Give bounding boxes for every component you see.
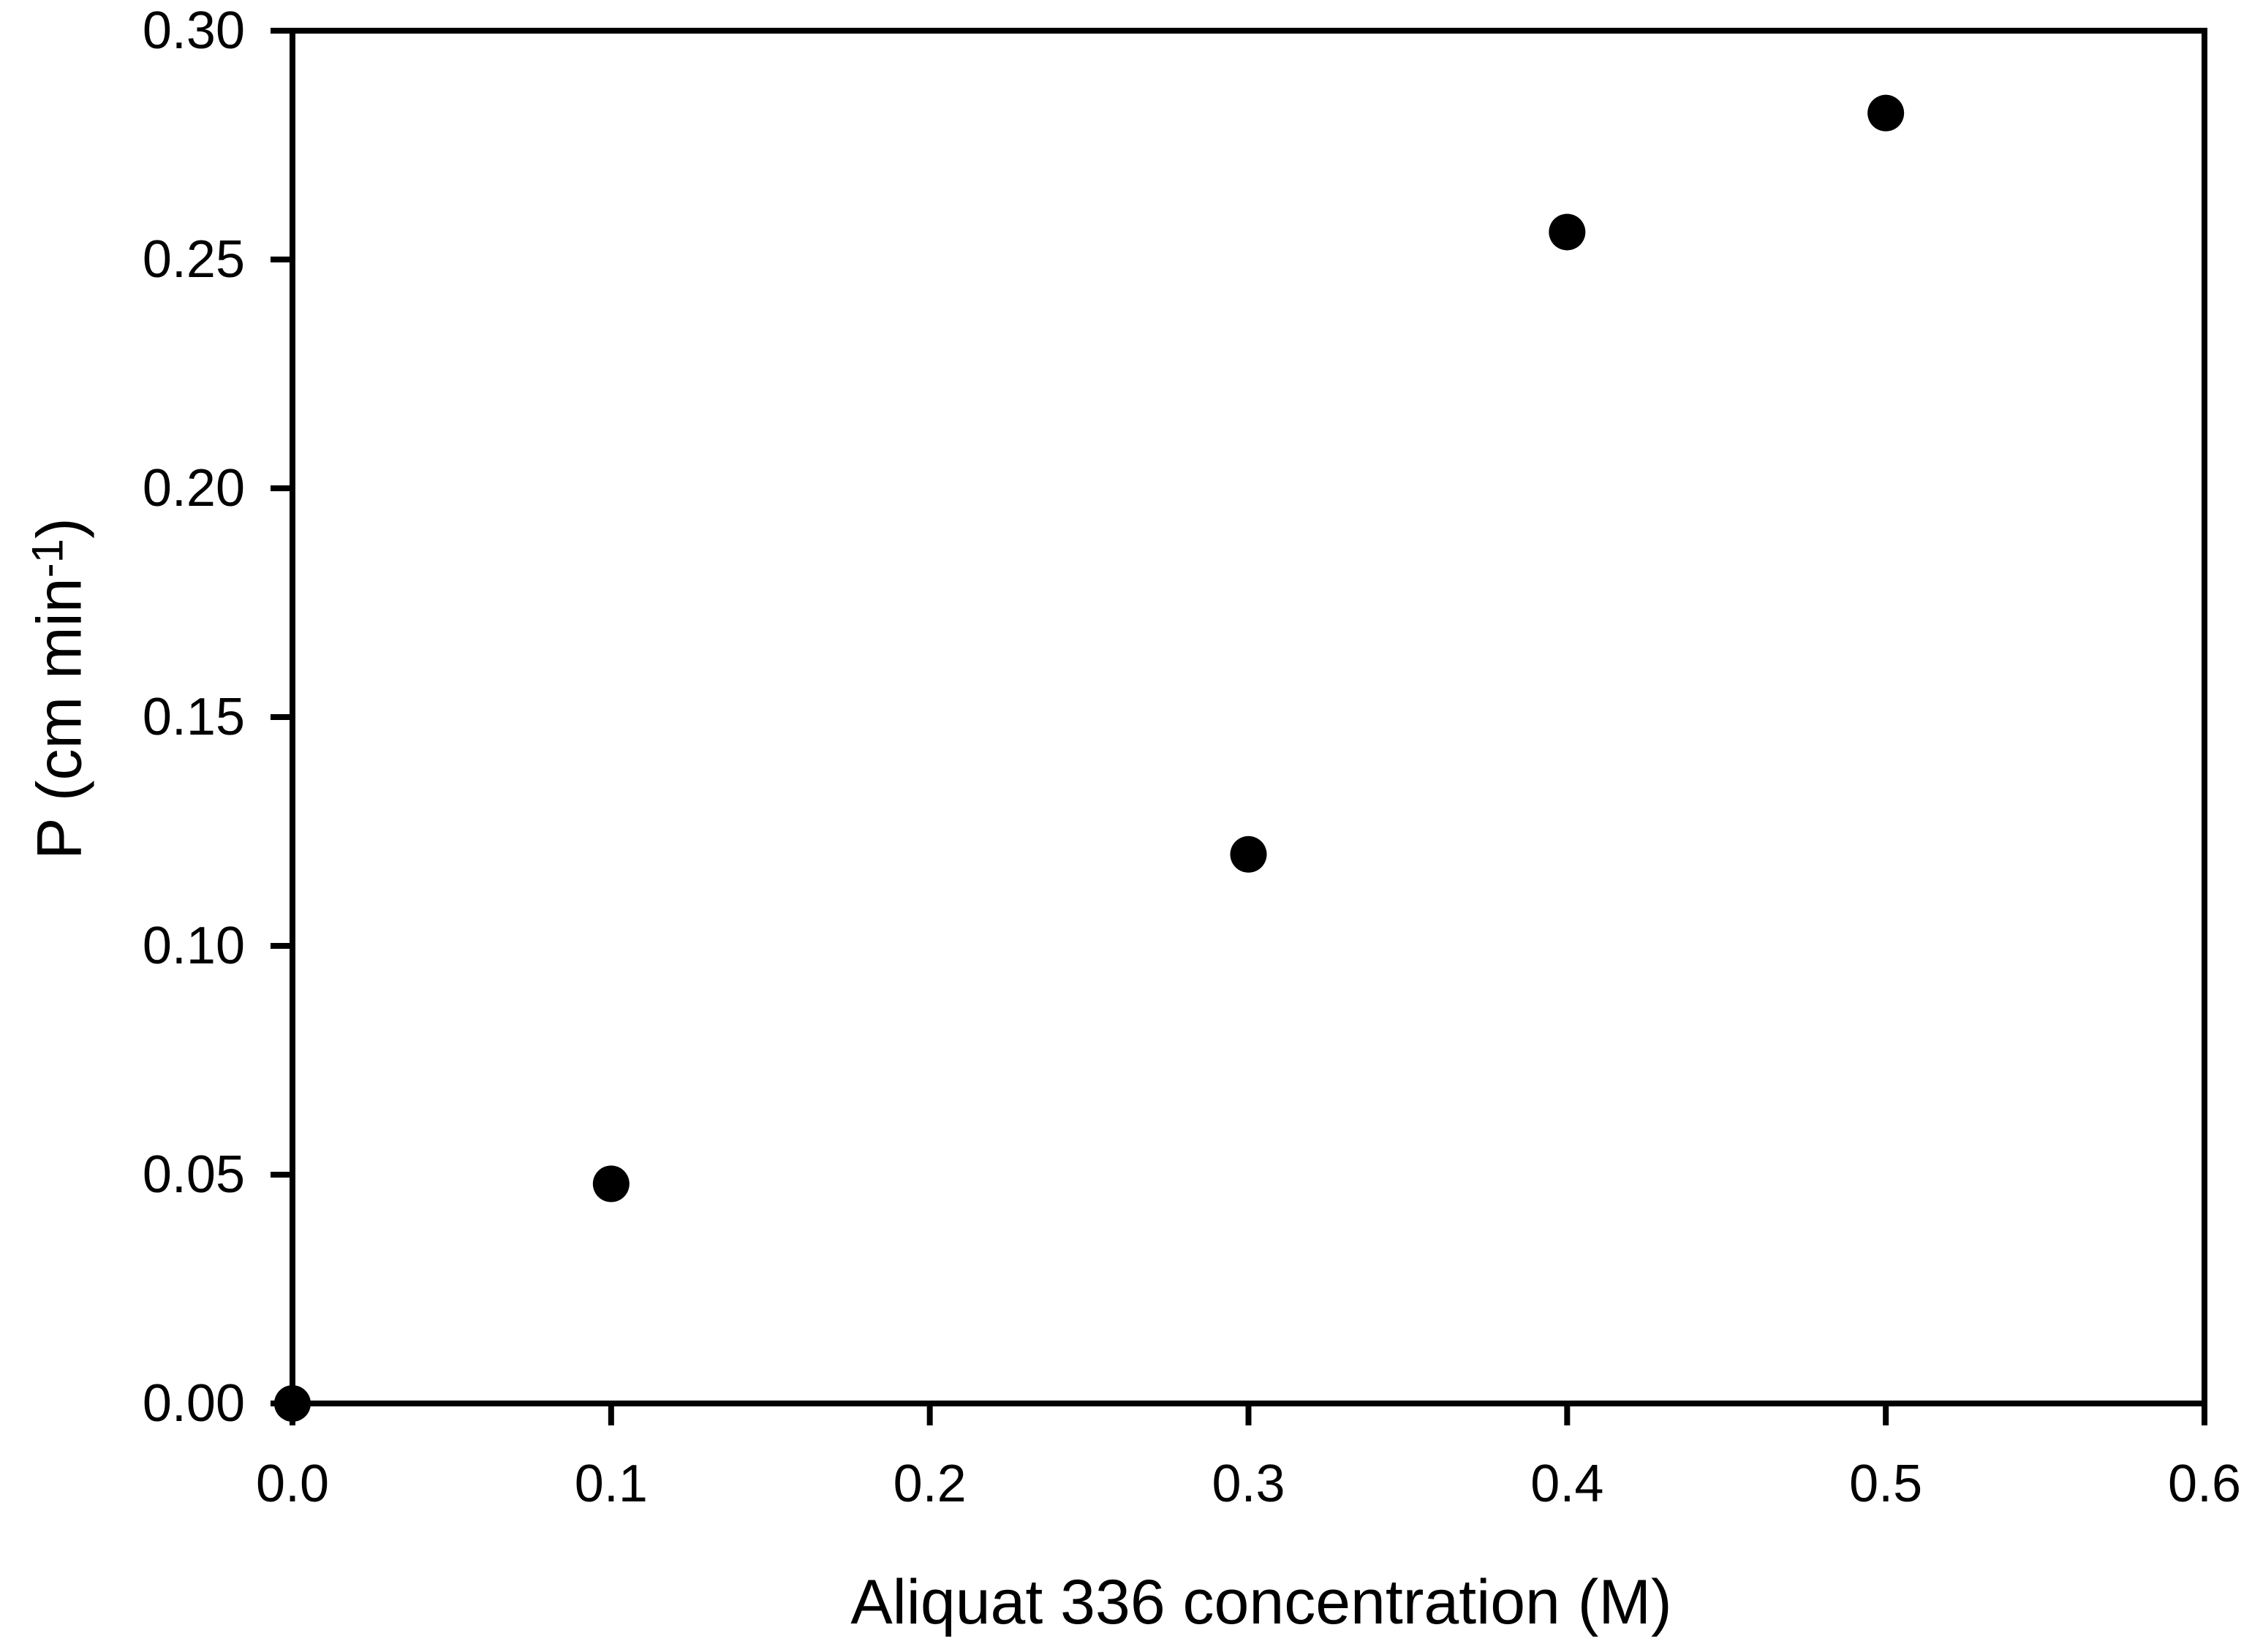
data-point	[274, 1385, 311, 1422]
y-tick-label: 0.20	[142, 459, 245, 518]
y-axis-ticks	[271, 28, 292, 1406]
x-tick-label: 0.6	[2167, 1455, 2242, 1513]
y-tick-label: 0.00	[142, 1374, 245, 1433]
y-axis-title-superscript: -1	[23, 538, 72, 578]
plot-frame	[290, 28, 2207, 1406]
y-tick-label: 0.15	[142, 688, 245, 746]
data-point	[1230, 836, 1267, 873]
data-point	[592, 1165, 630, 1202]
data-points	[274, 94, 1905, 1422]
x-tick-label: 0.4	[1530, 1455, 1604, 1513]
data-point	[1867, 94, 1905, 132]
x-tick-label: 0.0	[255, 1455, 330, 1513]
x-tick-label: 0.2	[893, 1455, 967, 1513]
x-tick-label: 0.3	[1212, 1455, 1285, 1513]
y-axis-title: P (cm min-1)	[23, 518, 94, 860]
y-tick-label: 0.10	[142, 917, 245, 975]
x-axis-ticks	[290, 1403, 2207, 1425]
y-tick-label: 0.25	[142, 230, 245, 289]
data-point	[1549, 213, 1586, 251]
x-tick-label: 0.5	[1849, 1455, 1923, 1513]
x-axis-title: Aliquat 336 concentration (M)	[850, 1567, 1672, 1637]
y-tick-label: 0.30	[142, 1, 245, 60]
y-tick-label: 0.05	[142, 1145, 245, 1204]
y-axis-title-suffix: )	[24, 518, 95, 539]
x-tick-label: 0.1	[574, 1455, 648, 1513]
y-axis-title-text: P (cm min	[24, 577, 95, 860]
